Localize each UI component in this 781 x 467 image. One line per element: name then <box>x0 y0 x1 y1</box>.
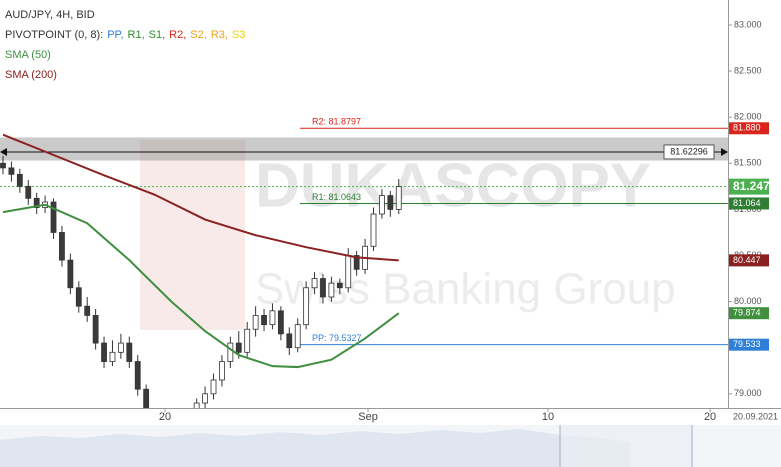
watermark-logo <box>140 140 245 330</box>
zone-label-box <box>663 144 715 160</box>
pivot-legend-item: R2, <box>169 29 186 41</box>
arrow-head <box>0 147 7 156</box>
candle-body <box>395 186 402 210</box>
price-tag <box>729 178 769 195</box>
price-tag-label: 81.247 <box>733 179 770 193</box>
pivot-label: R1: 81.0643 <box>312 192 361 202</box>
legend-title: AUD/JPY, 4H, BID <box>5 9 95 21</box>
candle-body <box>143 388 150 408</box>
y-tick-label: 79.000 <box>734 388 762 398</box>
candle-body <box>109 351 116 362</box>
candle-body <box>328 282 335 298</box>
pivot-legend-label: PIVOTPOINT (0, 8): <box>5 29 103 41</box>
arrow-head <box>721 147 728 156</box>
x-tick-label: Sep <box>358 411 378 423</box>
pivot-legend-item: R1, <box>128 29 145 41</box>
legend: AUD/JPY, 4H, BID PIVOTPOINT (0, 8): PP, R1,… <box>5 9 245 81</box>
candle-body <box>193 402 200 408</box>
x-tick-label: 20 <box>159 411 171 423</box>
candle-body <box>67 259 74 289</box>
pivot-label: PP: 79.5327 <box>312 333 362 343</box>
candle-body <box>16 173 23 187</box>
price-tag <box>729 122 769 135</box>
candle-body <box>50 201 57 233</box>
candle-body <box>353 255 360 270</box>
navigator-area <box>0 429 630 467</box>
candle-body <box>92 315 99 344</box>
candle-body <box>252 315 259 330</box>
candle-body <box>0 162 6 169</box>
candle-body <box>320 278 326 298</box>
plot-area: 81.62296 R2: 81.8797 R1: 81.0643 PP: 79.532… <box>0 117 728 408</box>
candle-body <box>134 361 141 390</box>
price-tag-label: 80.447 <box>733 255 761 265</box>
price-tag-label: 79.874 <box>733 308 761 318</box>
pivot-legend-item: PP, <box>107 29 123 41</box>
date-label: 20.09.2021 <box>733 411 778 421</box>
watermark-subtitle: Swiss Banking Group <box>255 265 676 314</box>
price-tag <box>729 254 769 267</box>
candle-body <box>126 342 133 362</box>
y-tick-label: 80.000 <box>734 296 762 306</box>
y-tick-label: 83.000 <box>734 19 762 29</box>
candle-body <box>84 305 91 316</box>
legend-entry: SMA (200) <box>5 69 57 81</box>
pivot-legend-item: S1, <box>149 29 166 41</box>
zone-label: 81.62296 <box>670 146 708 156</box>
candle-body <box>33 197 40 208</box>
x-tick-label: 10 <box>542 411 554 423</box>
y-tick-label: 81.500 <box>734 158 762 168</box>
candle-body <box>117 342 124 353</box>
candle-body <box>303 287 310 326</box>
candle-body <box>387 195 394 210</box>
pivot-legend-item: S2, <box>190 29 207 41</box>
candle-body <box>101 342 107 362</box>
candle-body <box>379 195 385 215</box>
legend-entry: SMA (50) <box>5 49 51 61</box>
candle-body <box>210 379 217 395</box>
price-tag <box>729 307 769 320</box>
candle-body <box>336 282 343 289</box>
price-tag-label: 81.064 <box>733 198 761 208</box>
y-tick-label: 82.500 <box>734 65 762 75</box>
price-tag <box>729 338 769 351</box>
candle-body <box>244 328 251 353</box>
candle-body <box>235 342 242 353</box>
candle-body <box>202 393 208 404</box>
navigator-window <box>560 425 692 467</box>
candle-body <box>227 342 234 362</box>
pivot-legend-item: R3, <box>211 29 228 41</box>
candle-body <box>370 213 377 247</box>
price-tag <box>729 197 769 210</box>
candle-body <box>59 232 65 261</box>
sma-line <box>2 133 399 262</box>
price-tag-label: 81.880 <box>733 123 761 133</box>
watermark-title: DUKASCOPY <box>255 151 651 220</box>
candle-body <box>261 315 267 326</box>
candle-body <box>269 310 276 326</box>
candle-body <box>345 255 352 289</box>
candle-body <box>75 287 82 307</box>
zone <box>0 137 728 161</box>
pivot-label: R2: 81.8797 <box>312 117 361 127</box>
candle-body <box>8 167 15 175</box>
pivot-legend-item: S3 <box>232 29 245 41</box>
candle-body <box>277 310 284 335</box>
candle-body <box>219 361 225 381</box>
price-tag-label: 79.533 <box>733 339 761 349</box>
candle-body <box>25 185 32 199</box>
pivot-legend: PIVOTPOINT (0, 8): PP, R1, S1, R2, S2, R3, S3 <box>5 29 245 41</box>
sma-line <box>2 203 400 369</box>
x-tick-label: 20 <box>704 411 716 423</box>
candle-body <box>286 333 293 349</box>
y-tick-label: 82.000 <box>734 112 762 122</box>
candle-body <box>294 324 301 349</box>
candle-body <box>311 278 318 289</box>
